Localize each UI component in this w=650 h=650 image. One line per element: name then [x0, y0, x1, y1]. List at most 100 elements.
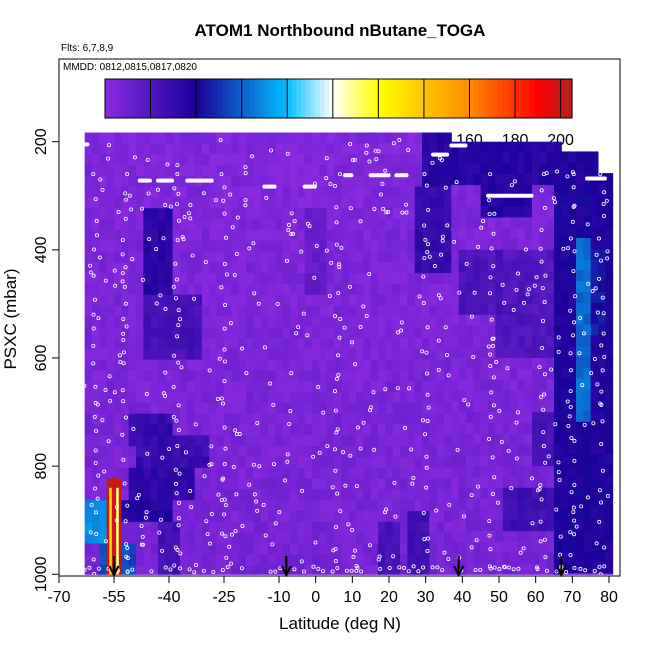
track-point	[546, 454, 551, 459]
track-point	[404, 210, 409, 215]
colorbar-cell	[417, 79, 424, 118]
heatmap-cell	[517, 325, 526, 337]
heatmap-cell	[517, 520, 526, 532]
track-point	[445, 223, 450, 228]
heatmap-cell	[466, 390, 474, 402]
heatmap-cell	[510, 368, 518, 381]
heatmap-cell	[400, 413, 408, 426]
heatmap-cell	[495, 293, 504, 305]
heatmap-cell	[290, 511, 298, 523]
heatmap-cell	[128, 164, 137, 177]
track-point	[424, 465, 429, 470]
heatmap-cell	[297, 240, 306, 252]
track-point	[247, 482, 252, 487]
track-point	[289, 231, 294, 236]
heatmap-cell	[414, 164, 423, 177]
heatmap-cell	[414, 294, 423, 307]
heatmap-cell	[370, 500, 379, 512]
heatmap-cell	[158, 565, 166, 575]
heatmap-cell	[290, 413, 298, 426]
track-point	[203, 260, 208, 265]
heatmap-cell	[524, 487, 533, 500]
heatmap-cell	[524, 422, 533, 435]
track-point	[217, 356, 222, 361]
heatmap-cell	[290, 446, 298, 458]
track-point	[512, 179, 517, 184]
heatmap-cell	[136, 359, 144, 371]
heatmap-cell	[187, 305, 196, 317]
heatmap-cell	[385, 164, 394, 177]
heatmap-cell	[480, 174, 489, 186]
heatmap-cell	[246, 229, 254, 242]
heatmap-cell	[524, 563, 533, 575]
heatmap-cell	[422, 262, 430, 274]
track-point	[325, 444, 330, 449]
colorbar-cell	[105, 79, 111, 118]
heatmap-cell	[385, 283, 394, 296]
heatmap-cell	[216, 175, 225, 188]
heatmap-cell	[546, 217, 555, 229]
heatmap-cell	[407, 554, 416, 566]
heatmap-cell	[165, 251, 174, 263]
heatmap-cell	[436, 164, 445, 177]
heatmap-cell	[488, 325, 496, 337]
heatmap-cell	[84, 262, 93, 274]
heatmap-cell	[326, 370, 335, 382]
heatmap-cell	[554, 163, 562, 175]
track-point	[491, 231, 496, 236]
heatmap-cell	[444, 229, 452, 242]
heatmap-cell	[246, 283, 254, 296]
heatmap-cell	[400, 327, 408, 339]
track-point	[120, 252, 125, 257]
track-point	[176, 360, 181, 365]
heatmap-cell	[319, 348, 328, 361]
heatmap-cell	[605, 302, 614, 315]
heatmap-cell	[128, 456, 137, 469]
heatmap-cell	[268, 219, 276, 231]
heatmap-cell	[414, 446, 423, 458]
heatmap-cell	[385, 262, 394, 274]
colorbar-cell	[114, 79, 120, 118]
heatmap-cell	[99, 348, 108, 361]
heatmap-cell	[444, 456, 452, 469]
colorbar-cell	[441, 79, 447, 118]
heatmap-cell	[224, 521, 232, 534]
track-point	[583, 568, 588, 573]
heatmap-cell	[561, 259, 570, 271]
heatmap-cell	[539, 531, 548, 543]
heatmap-cell	[172, 305, 181, 317]
heatmap-cell	[532, 141, 540, 154]
heatmap-cell	[590, 356, 599, 369]
heatmap-cell	[297, 316, 306, 328]
heatmap-cell	[400, 348, 408, 361]
heatmap-cell	[495, 206, 504, 218]
track-point	[94, 218, 99, 223]
track-point	[139, 524, 144, 529]
track-point	[341, 450, 346, 455]
track-point	[273, 569, 278, 574]
heatmap-cell	[451, 476, 460, 489]
heatmap-cell	[524, 195, 533, 208]
track-point	[144, 392, 149, 397]
heatmap-cell	[466, 412, 474, 424]
heatmap-cell	[429, 565, 438, 575]
heatmap-cell	[400, 175, 408, 188]
track-point	[333, 408, 338, 413]
heatmap-cell	[224, 543, 232, 555]
heatmap-cell	[172, 381, 181, 393]
heatmap-cell	[268, 175, 276, 188]
heatmap-cell	[282, 294, 291, 307]
heatmap-cell	[502, 260, 511, 272]
heatmap-cell	[561, 519, 570, 531]
track-point	[232, 273, 237, 278]
heatmap-cell	[128, 240, 137, 252]
heatmap-cell	[568, 389, 577, 401]
heatmap-cell	[246, 208, 254, 220]
track-point	[122, 481, 127, 486]
heatmap-cell	[202, 164, 210, 177]
heatmap-cell	[524, 541, 533, 554]
heatmap-cell	[260, 446, 269, 458]
heatmap-cell	[495, 184, 504, 197]
track-point	[511, 307, 516, 312]
track-point	[121, 331, 126, 336]
